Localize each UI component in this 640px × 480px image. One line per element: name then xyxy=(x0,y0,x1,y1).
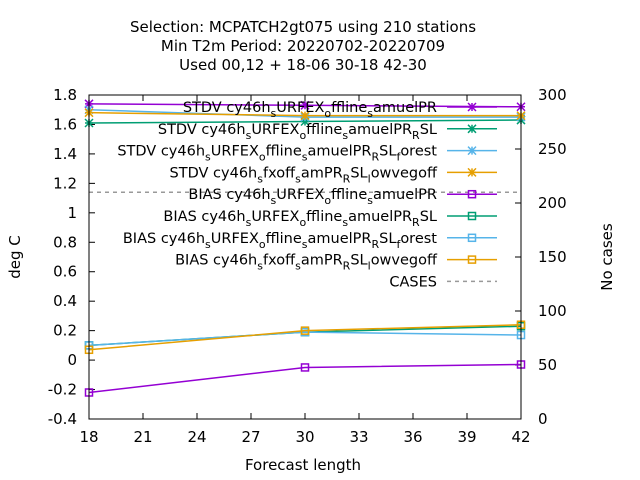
y-tick-label: 0.4 xyxy=(53,292,77,310)
data-point xyxy=(300,116,310,127)
legend-sample-marker xyxy=(467,146,477,156)
x-tick-label: 42 xyxy=(511,428,530,446)
x-tick-label: 39 xyxy=(457,428,476,446)
series-line xyxy=(88,323,522,351)
legend-sample-marker xyxy=(467,189,477,199)
series-line xyxy=(88,331,522,347)
y2-axis-label: No cases xyxy=(598,223,616,291)
data-point xyxy=(300,100,310,110)
y-axis-label: deg C xyxy=(6,235,24,279)
x-tick-label: 18 xyxy=(79,428,98,446)
legend-label: STDV cy46hsURFEXofflinesamuelPR xyxy=(183,100,437,120)
series-8 xyxy=(84,320,526,355)
axis-ticks: 18 21 24 27 30 33 36 39 42 -0.4 -0.2 0 0.2 0.4 0.6 0.8 1… xyxy=(48,86,567,446)
legend-sample-marker xyxy=(467,255,477,264)
y2-tick-label: 200 xyxy=(538,194,567,212)
y-tick-label: -0.4 xyxy=(48,410,77,428)
legend-sample-marker xyxy=(467,211,477,221)
chart-title: Selection: MCPATCH2gt075 using 210 stati… xyxy=(130,18,476,74)
y2-tick-label: 150 xyxy=(538,248,567,266)
legend-label: STDV cy46hsfxoffsamPRRSLlowvegoff xyxy=(170,165,438,185)
data-point xyxy=(300,363,310,372)
y-tick-label: 1.8 xyxy=(53,86,77,104)
series-7 xyxy=(84,327,526,350)
plot-frame xyxy=(88,94,522,420)
legend-label: BIAS cy46hsURFEXofflinesamuelPRRSL xyxy=(163,209,437,229)
legend-sample-marker xyxy=(467,102,477,112)
x-tick-label: 24 xyxy=(187,428,206,446)
y-tick-label: 1.6 xyxy=(53,115,77,133)
y-tick-label: 1 xyxy=(67,204,77,222)
data-point xyxy=(300,326,310,335)
y-tick-label: -0.2 xyxy=(48,381,77,399)
x-axis-label: Forecast length xyxy=(245,456,361,474)
x-tick-label: 36 xyxy=(403,428,422,446)
title-line-3: Used 00,12 + 18-06 30-18 42-30 xyxy=(179,56,427,74)
legend-label: CASES xyxy=(389,274,437,290)
legend-sample-marker xyxy=(467,167,477,177)
y2-tick-label: 300 xyxy=(538,86,567,104)
y2-tick-label: 250 xyxy=(538,140,567,158)
legend-label: BIAS cy46hsURFEXofflinesamuelPRRSLforest xyxy=(123,231,437,251)
y-tick-label: 1.2 xyxy=(53,174,77,192)
legend-sample-marker xyxy=(467,233,477,243)
y-tick-label: 1.4 xyxy=(53,145,77,163)
legend-label: STDV cy46hsURFEXofflinesamuelPRRSLforest xyxy=(117,144,437,164)
x-tick-label: 21 xyxy=(133,428,152,446)
title-line-1: Selection: MCPATCH2gt075 using 210 stati… xyxy=(130,18,476,36)
y-tick-label: 0.8 xyxy=(53,233,77,251)
y2-tick-label: 50 xyxy=(538,356,557,374)
x-tick-label: 30 xyxy=(295,428,314,446)
y2-tick-label: 0 xyxy=(538,410,548,428)
y-tick-label: 0.6 xyxy=(53,263,77,281)
legend-label: BIAS cy46hsfxoffsamPRRSLlowvegoff xyxy=(175,253,438,273)
data-point xyxy=(300,111,310,121)
x-tick-label: 33 xyxy=(349,428,368,446)
series-5 xyxy=(84,360,526,397)
x-tick-label: 27 xyxy=(241,428,260,446)
title-line-2: Min T2m Period: 20220702-20220709 xyxy=(161,37,445,55)
y2-tick-label: 100 xyxy=(538,302,567,320)
y-tick-label: 0 xyxy=(67,351,77,369)
series-line xyxy=(88,363,522,394)
y-tick-label: 0.2 xyxy=(53,322,77,340)
legend-label: STDV cy46hsURFEXofflinesamuelPRRSL xyxy=(158,122,437,142)
legend-label: BIAS cy46hsURFEXofflinesamuelPR xyxy=(188,187,437,207)
legend-sample-marker xyxy=(467,124,477,134)
